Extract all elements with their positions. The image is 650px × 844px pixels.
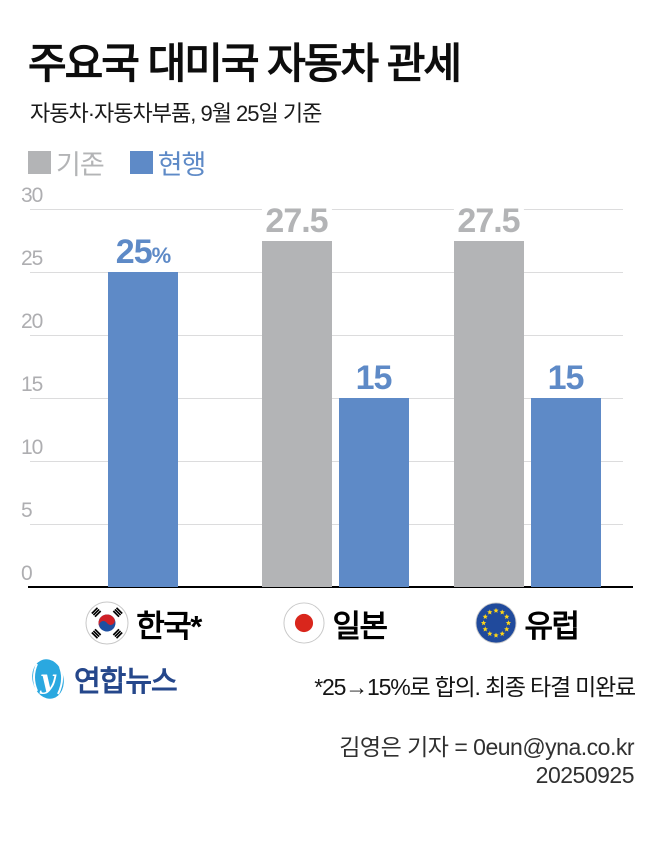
category-japan: 일본 xyxy=(225,594,445,652)
legend-swatch xyxy=(129,151,153,174)
bar-eu-현행 xyxy=(530,398,601,587)
bar-south-korea-현행 xyxy=(108,272,178,587)
legend-label: 기존 xyxy=(56,150,105,180)
y-tick-10: 10 xyxy=(21,436,43,459)
footnote: *25→15%로 합의. 최종 타결 미완료 xyxy=(314,674,636,700)
plot-area: 0 5 10 15 20 25 30 25% 27.5 15 27.5 15 xyxy=(21,185,633,588)
eu-flag-icon xyxy=(475,602,517,644)
japan-flag-icon xyxy=(283,602,325,644)
brand: y 연합뉴스 xyxy=(30,656,178,702)
yonhap-logo-icon: y xyxy=(30,656,66,702)
brand-name: 연합뉴스 xyxy=(74,666,178,698)
byline: 김영은 기자 = 0eun@yna.co.kr xyxy=(339,734,634,760)
bar-japan-기존 xyxy=(261,240,332,587)
bar-value-label: 27.5 xyxy=(453,203,524,238)
y-tick-20: 20 xyxy=(21,310,43,333)
legend-swatch xyxy=(28,151,51,174)
bar-value-label: 27.5 xyxy=(261,203,332,238)
category-label: 한국* xyxy=(136,608,202,644)
bar-eu-기존 xyxy=(453,240,524,587)
bar-value-label: 25% xyxy=(111,235,175,269)
date: 20250925 xyxy=(535,762,635,788)
y-tick-25: 25 xyxy=(21,247,43,270)
category-label: 유럽 xyxy=(524,608,580,644)
legend-item-기존: 기존 xyxy=(28,143,105,182)
bar-value-label: 15 xyxy=(351,361,396,395)
subtitle: 자동차·자동차부품, 9월 25일 기준 xyxy=(30,101,322,126)
y-tick-0: 0 xyxy=(21,562,33,585)
y-tick-15: 15 xyxy=(21,373,43,396)
page-title: 주요국 대미국 자동차 관세 xyxy=(28,40,462,87)
category-row: 한국* 일본 유럽 xyxy=(0,594,650,652)
bar-value-label: 15 xyxy=(543,361,588,395)
legend: 기존 현행 xyxy=(28,143,207,182)
byline-block: 김영은 기자 = 0eun@yna.co.kr 20250925 xyxy=(339,733,634,789)
svg-text:y: y xyxy=(39,665,57,695)
legend-item-현행: 현행 xyxy=(129,143,207,182)
bar-japan-현행 xyxy=(338,398,409,587)
category-south-korea: 한국* xyxy=(33,594,253,652)
category-eu: 유럽 xyxy=(417,594,637,652)
y-tick-5: 5 xyxy=(21,499,33,522)
category-label: 일본 xyxy=(332,608,388,644)
y-tick-30: 30 xyxy=(21,184,43,207)
x-axis-line xyxy=(28,586,633,588)
legend-label: 현행 xyxy=(157,150,207,180)
south-korea-flag-icon xyxy=(85,601,129,645)
